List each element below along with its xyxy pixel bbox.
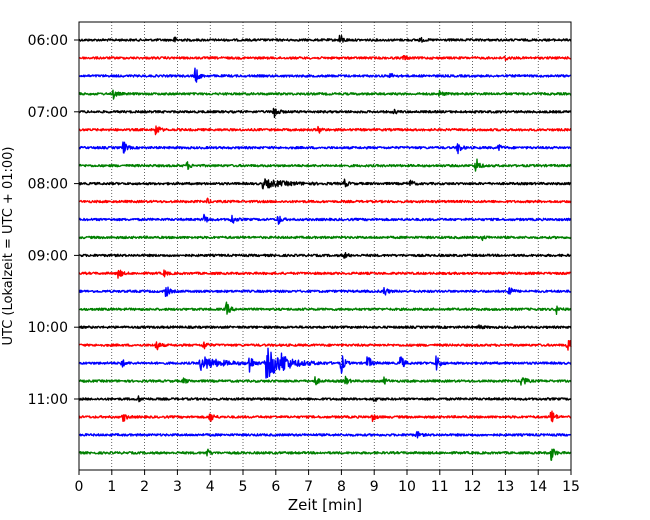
x-tick-label: 4 — [206, 479, 215, 495]
x-tick-label: 10 — [398, 479, 416, 495]
trace-row — [78, 213, 572, 225]
trace-row — [78, 448, 572, 461]
trace-row — [78, 375, 572, 386]
trace-row — [78, 67, 572, 83]
x-tick-label: 14 — [529, 479, 547, 495]
x-tick-label: 2 — [140, 479, 149, 495]
x-tick-label: 7 — [304, 479, 313, 495]
vertical-gridlines — [111, 22, 539, 470]
trace-row — [78, 269, 572, 279]
x-tick-label: 15 — [562, 479, 580, 495]
x-tick-label: 1 — [107, 479, 116, 495]
trace-row — [78, 235, 572, 242]
y-tick-label: 10:00 — [28, 320, 68, 336]
y-axis-title: UTC (Lokalzeit = UTC + 01:00) — [1, 147, 16, 346]
x-tick-label: 8 — [337, 479, 346, 495]
x-tick-label: 12 — [464, 479, 482, 495]
trace-row — [78, 430, 572, 439]
trace-row — [78, 395, 572, 403]
x-tick-label: 3 — [173, 479, 182, 495]
y-tick-label: 07:00 — [28, 105, 68, 121]
trace-row — [78, 34, 572, 43]
plot-frame — [78, 21, 572, 471]
trace-row — [78, 107, 572, 119]
trace-row — [78, 252, 572, 259]
trace-row — [78, 410, 572, 423]
x-axis-ticks: 0 1 2 3 4 5 6 7 8 9 10 11 12 13 14 15 — [75, 470, 580, 495]
y-tick-label: 06:00 — [28, 33, 68, 49]
x-tick-label: 6 — [271, 479, 280, 495]
trace-row — [78, 197, 572, 204]
trace-row — [78, 347, 572, 379]
x-tick-label: 11 — [431, 479, 449, 495]
x-tick-label: 0 — [75, 479, 84, 495]
y-tick-label: 08:00 — [28, 177, 68, 193]
trace-row — [78, 339, 572, 351]
y-axis-ticks: 06:00 07:00 08:00 09:00 10:00 11:00 — [28, 33, 79, 408]
x-axis-title: Zeit [min] — [288, 496, 362, 514]
trace-row — [78, 89, 572, 100]
y-tick-label: 09:00 — [28, 248, 68, 264]
x-tick-label: 13 — [496, 479, 514, 495]
y-tick-label: 11:00 — [28, 392, 68, 408]
trace-row — [78, 55, 572, 62]
seismogram-traces — [78, 34, 572, 461]
trace-row — [78, 301, 572, 316]
trace-row — [78, 141, 572, 155]
trace-row — [78, 125, 572, 136]
trace-row — [78, 158, 572, 172]
trace-row — [78, 286, 572, 298]
x-tick-label: 5 — [239, 479, 248, 495]
trace-row — [78, 178, 572, 190]
trace-row — [78, 324, 572, 330]
x-tick-label: 9 — [370, 479, 379, 495]
